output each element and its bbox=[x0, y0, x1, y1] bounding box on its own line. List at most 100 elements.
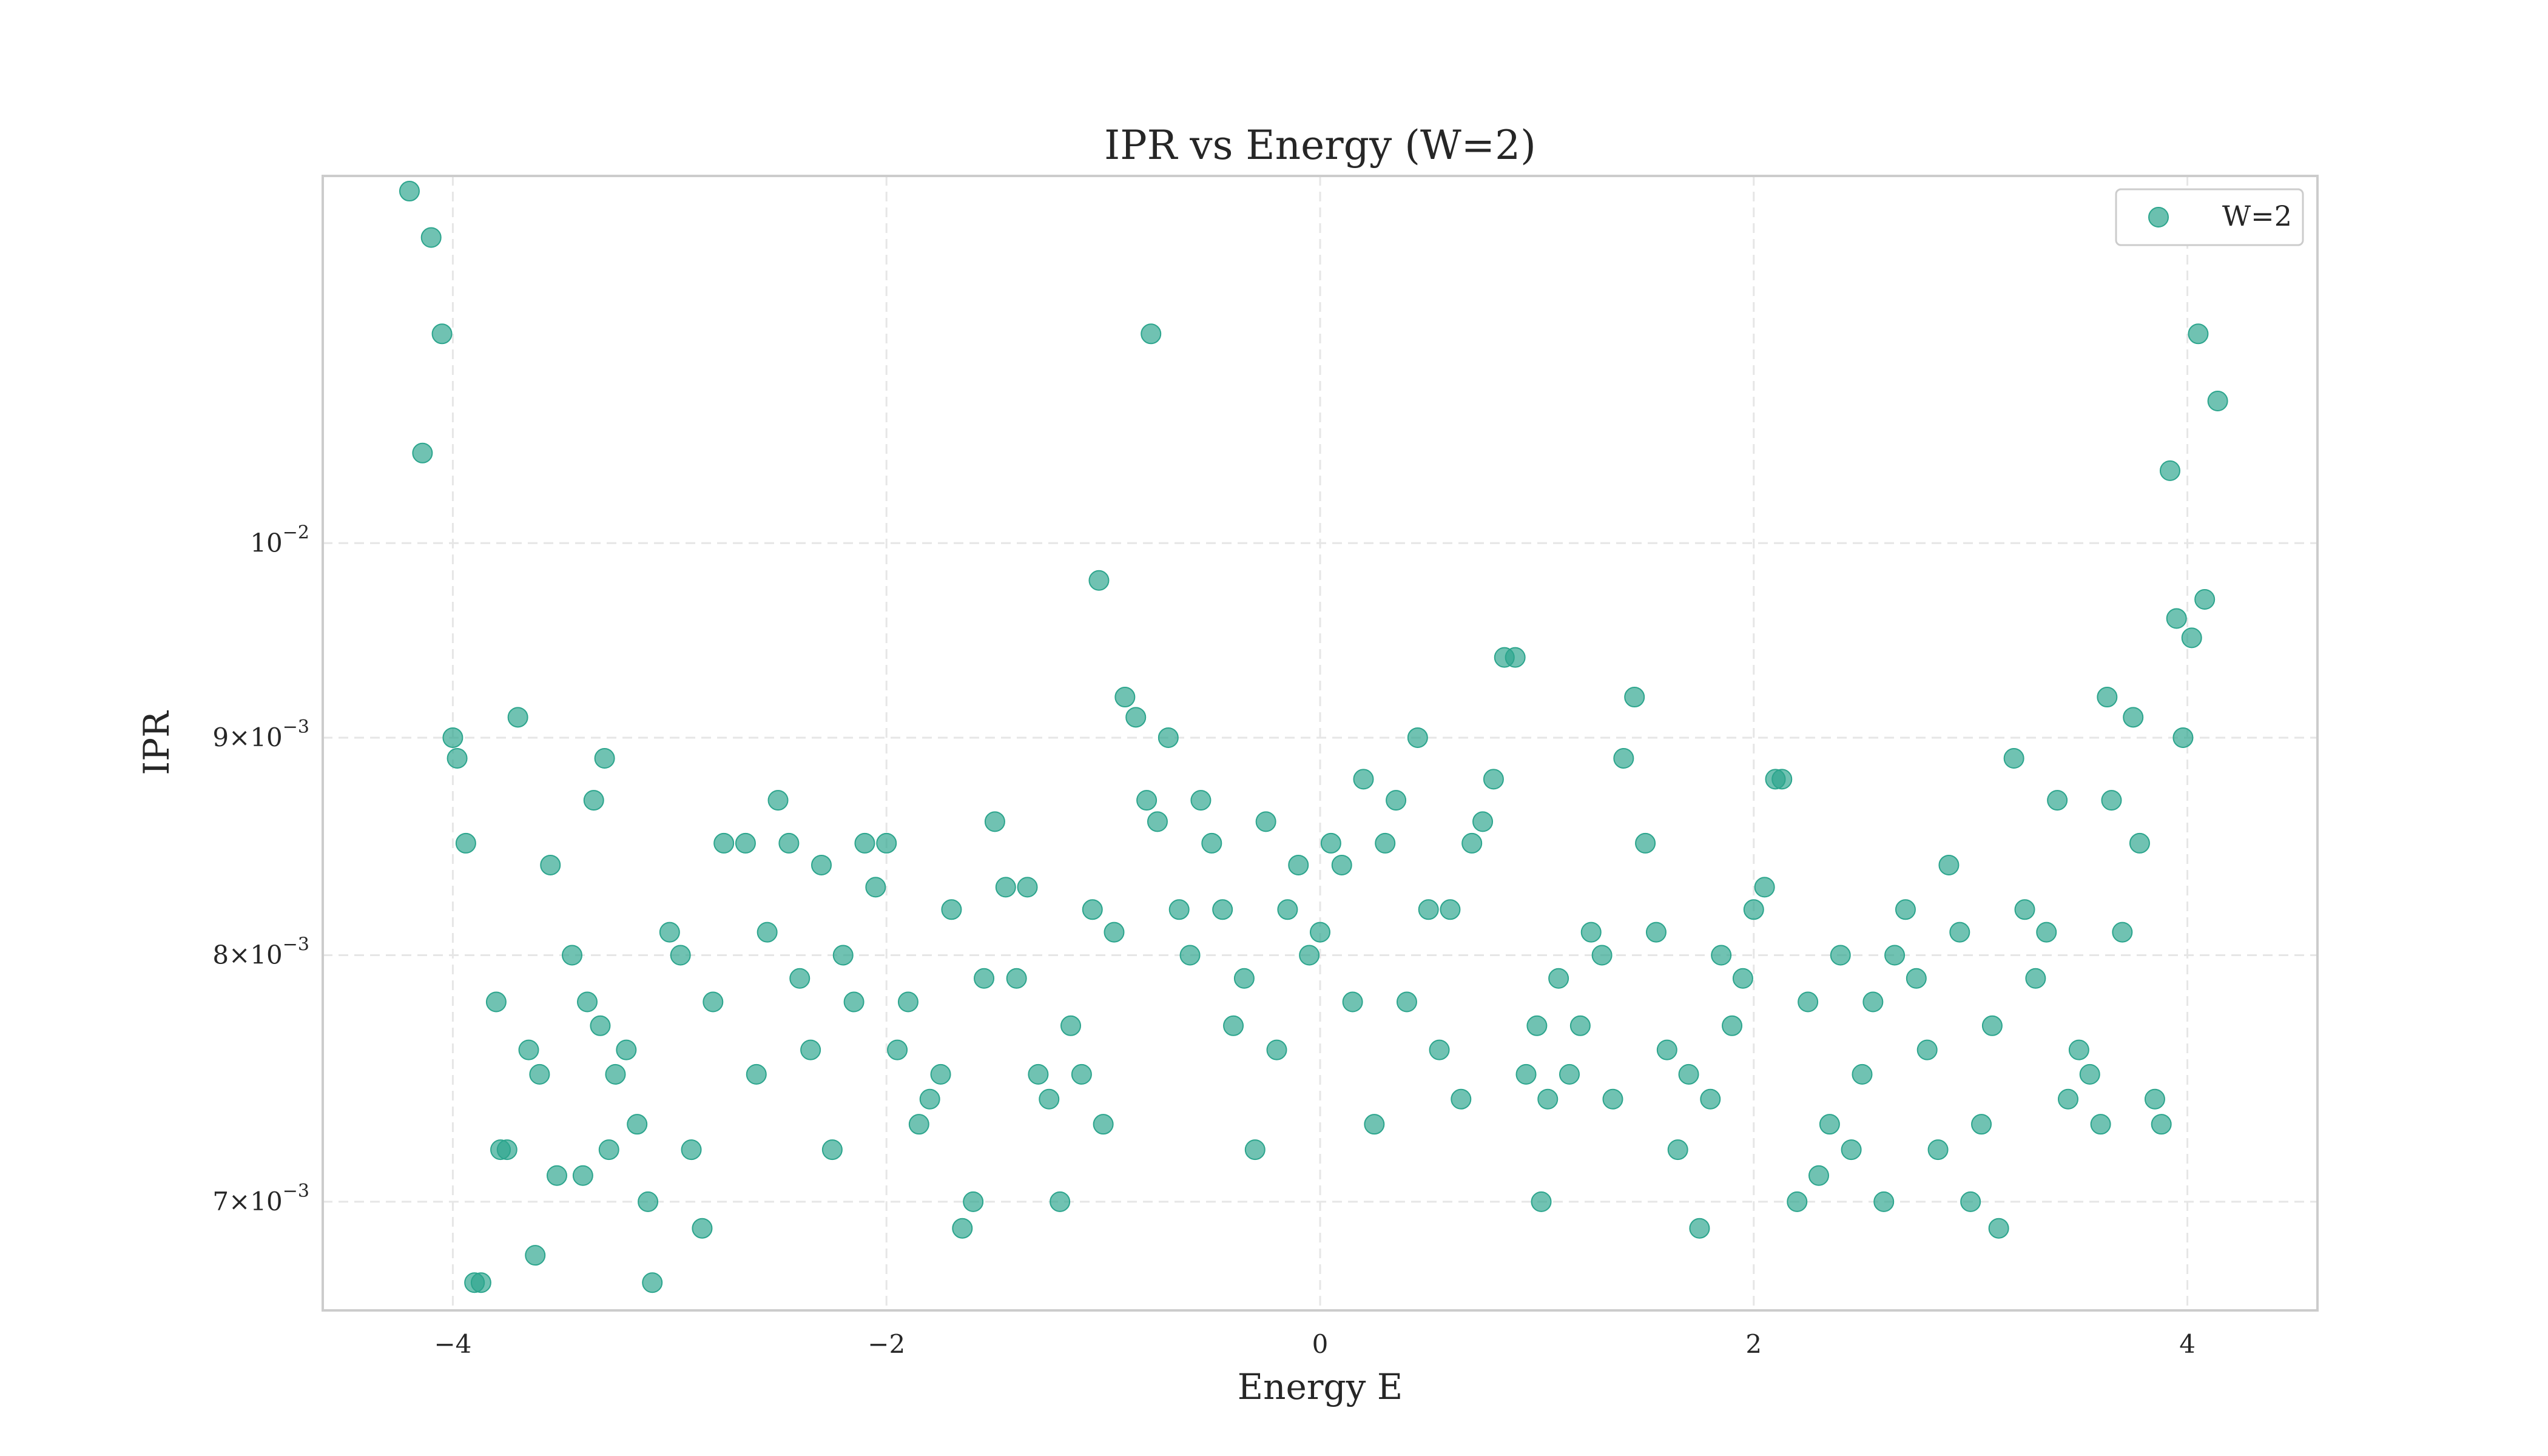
scatter-point bbox=[1981, 1015, 2003, 1036]
scatter-point bbox=[431, 323, 453, 345]
scatter-point bbox=[605, 1063, 626, 1085]
scatter-point bbox=[627, 1114, 648, 1135]
scatter-point bbox=[1396, 991, 1417, 1013]
scatter-point bbox=[735, 832, 756, 854]
scatter-point bbox=[642, 1272, 663, 1293]
scatter-point bbox=[1451, 1088, 1472, 1110]
scatter-point bbox=[659, 922, 680, 943]
scatter-point bbox=[1233, 968, 1255, 989]
scatter-point bbox=[995, 877, 1016, 898]
scatter-point bbox=[562, 945, 582, 966]
scatter-point bbox=[1678, 1063, 1699, 1085]
scatter-point bbox=[1927, 1139, 1949, 1161]
scatter-point bbox=[1006, 968, 1027, 989]
scatter-point bbox=[821, 1139, 843, 1161]
scatter-point bbox=[811, 854, 832, 875]
scatter-point bbox=[1613, 747, 1634, 769]
scatter-point bbox=[2047, 790, 2068, 811]
scatter-point bbox=[2166, 608, 2187, 629]
scatter-point bbox=[2068, 1039, 2089, 1060]
y-tick-label: 10−2 bbox=[250, 522, 309, 558]
scatter-point bbox=[2181, 627, 2202, 649]
y-tick-label: 9×10−3 bbox=[212, 716, 309, 752]
scatter-point bbox=[1787, 1191, 1808, 1212]
scatter-point bbox=[1028, 1063, 1049, 1085]
legend-marker bbox=[2148, 207, 2169, 228]
scatter-point bbox=[2014, 899, 2035, 920]
scatter-point bbox=[941, 899, 962, 920]
scatter-point bbox=[1277, 899, 1298, 920]
scatter-point bbox=[1082, 899, 1103, 920]
scatter-point bbox=[1819, 1114, 1840, 1135]
x-tick-label: −2 bbox=[868, 1329, 905, 1359]
scatter-point bbox=[1440, 899, 1461, 920]
scatter-point bbox=[703, 991, 724, 1013]
scatter-point bbox=[2101, 790, 2122, 811]
scatter-point bbox=[1168, 899, 1190, 920]
scatter-point bbox=[1591, 945, 1613, 966]
scatter-point bbox=[1624, 687, 1645, 708]
scatter-point bbox=[518, 1039, 539, 1060]
scatter-point bbox=[616, 1039, 637, 1060]
scatter-point bbox=[1537, 1088, 1559, 1110]
scatter-point bbox=[984, 811, 1005, 832]
scatter-point bbox=[1862, 991, 1884, 1013]
legend-label: W=2 bbox=[2222, 200, 2292, 232]
scatter-point bbox=[2123, 707, 2144, 728]
scatter-point bbox=[399, 181, 420, 202]
scatter-point bbox=[670, 945, 691, 966]
scatter-point bbox=[1141, 323, 1162, 345]
scatter-point bbox=[1798, 991, 1819, 1013]
scatter-point bbox=[1656, 1039, 1677, 1060]
scatter-point bbox=[789, 968, 811, 989]
scatter-point bbox=[529, 1063, 550, 1085]
scatter-point bbox=[767, 790, 789, 811]
scatter-point bbox=[713, 832, 735, 854]
scatter-point bbox=[1841, 1139, 1862, 1161]
x-axis-title: Energy E bbox=[1238, 1366, 1403, 1407]
scatter-point bbox=[1071, 1063, 1092, 1085]
scatter-point bbox=[2079, 1063, 2100, 1085]
y-tick-labels: 7×10−3 8×10−3 9×10−3 10−2 bbox=[212, 522, 309, 1216]
scatter-point bbox=[1114, 687, 1136, 708]
scatter-point bbox=[447, 747, 468, 769]
scatter-point bbox=[2003, 747, 2024, 769]
scatter-point bbox=[1331, 854, 1352, 875]
y-tick-label: 7×10−3 bbox=[212, 1181, 309, 1216]
scatter-point bbox=[1515, 1063, 1537, 1085]
scatter-points bbox=[399, 181, 2228, 1293]
x-tick-label: 0 bbox=[1312, 1329, 1329, 1359]
x-tick-label: 2 bbox=[1745, 1329, 1762, 1359]
scatter-point bbox=[974, 968, 995, 989]
scatter-point bbox=[692, 1218, 713, 1239]
scatter-point bbox=[1179, 945, 1201, 966]
scatter-point bbox=[1266, 1039, 1287, 1060]
scatter-point bbox=[908, 1114, 929, 1135]
scatter-point bbox=[2207, 391, 2228, 412]
scatter-point bbox=[2090, 1114, 2111, 1135]
scatter-point bbox=[1667, 1139, 1688, 1161]
scatter-point bbox=[572, 1165, 593, 1186]
scatter-point bbox=[1407, 727, 1428, 748]
scatter-point bbox=[1136, 790, 1158, 811]
y-axis-title: IPR bbox=[136, 710, 177, 775]
scatter-point bbox=[1158, 727, 1179, 748]
scatter-point bbox=[681, 1139, 702, 1161]
scatter-point bbox=[1147, 811, 1168, 832]
scatter-point bbox=[1722, 1015, 1743, 1036]
scatter-point bbox=[1895, 899, 1916, 920]
scatter-point bbox=[1988, 1218, 2009, 1239]
scatter-point bbox=[919, 1088, 940, 1110]
chart-title: IPR vs Energy (W=2) bbox=[1104, 122, 1536, 169]
scatter-point bbox=[1088, 570, 1110, 591]
scatter-point bbox=[1201, 832, 1222, 854]
scatter-point bbox=[1364, 1114, 1385, 1135]
scatter-point bbox=[1689, 1218, 1710, 1239]
y-tick-label: 8×10−3 bbox=[212, 934, 309, 969]
x-tick-labels: −4 −2 0 2 4 bbox=[434, 1329, 2195, 1359]
scatter-point bbox=[1732, 968, 1753, 989]
scatter-point bbox=[952, 1218, 973, 1239]
scatter-point bbox=[1461, 832, 1483, 854]
scatter-point bbox=[485, 991, 507, 1013]
scatter-point bbox=[1255, 811, 1276, 832]
